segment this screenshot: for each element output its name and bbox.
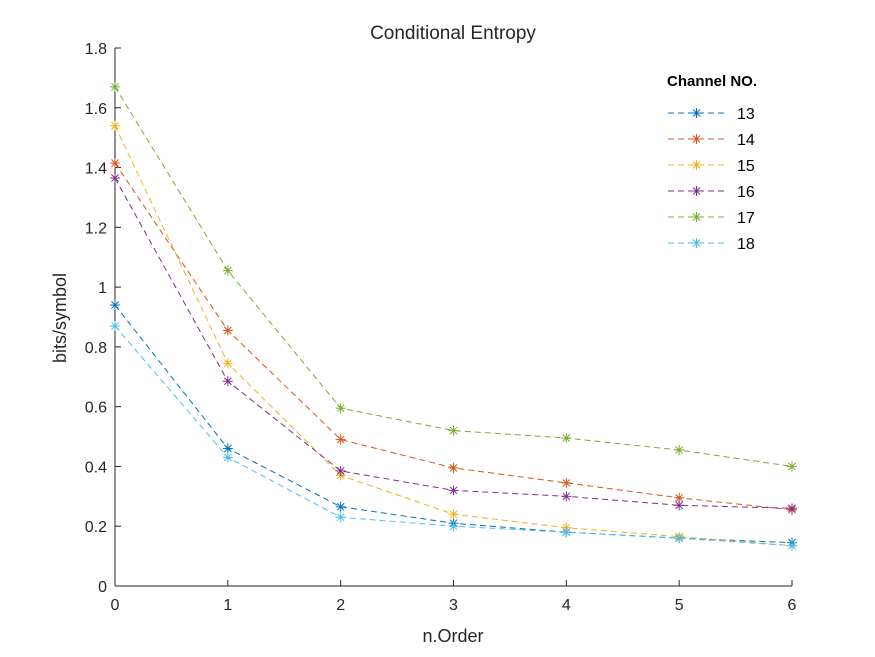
data-point: [448, 462, 459, 473]
series-line-17: [114, 86, 793, 467]
legend: Channel NO. 13 14 15 16 17 18: [667, 73, 757, 253]
data-point: [674, 492, 685, 503]
data-point: [110, 81, 120, 92]
legend-entry-18: 18: [668, 236, 755, 253]
data-point: [110, 173, 120, 184]
y-tick-label: 0.4: [85, 459, 107, 476]
data-point: [335, 403, 346, 414]
data-point: [787, 503, 797, 514]
data-point: [448, 509, 459, 520]
data-point: [222, 325, 233, 336]
data-point: [448, 521, 459, 532]
x-axis-ticks: 0 1 2 3 4 5 6: [111, 580, 797, 614]
series-line-14: [114, 162, 793, 511]
axes: [114, 48, 792, 587]
data-point: [222, 265, 233, 276]
legend-entry-16: 16: [668, 184, 755, 201]
legend-marker: [691, 238, 702, 248]
legend-entry-14: 14: [668, 132, 755, 149]
x-tick-label: 5: [675, 597, 684, 614]
legend-entry-13: 13: [668, 106, 755, 123]
data-point: [561, 491, 572, 502]
data-point: [787, 540, 797, 551]
y-tick-label: 0: [98, 579, 107, 596]
x-tick-label: 4: [562, 597, 571, 614]
legend-marker: [691, 160, 702, 170]
legend-label: 16: [737, 184, 755, 201]
data-point: [335, 501, 346, 512]
legend-title: Channel NO.: [667, 73, 757, 90]
legend-label: 14: [737, 132, 755, 149]
data-point: [110, 120, 120, 131]
chart-title: Conditional Entropy: [370, 23, 536, 44]
y-tick-label: 0.2: [85, 519, 107, 536]
y-tick-label: 0.6: [85, 400, 107, 417]
y-axis-label: bits/symbol: [50, 273, 70, 363]
x-tick-label: 2: [336, 597, 345, 614]
y-axis-ticks: 0 0.2 0.4 0.6 0.8 1 1.2 1.4 1.6 1.8: [85, 41, 121, 596]
data-point: [335, 465, 346, 476]
data-point: [674, 533, 685, 544]
data-point: [561, 527, 572, 538]
data-point: [787, 461, 797, 472]
y-tick-label: 1: [98, 280, 107, 297]
series-line-16: [114, 177, 793, 509]
legend-label: 18: [737, 236, 755, 253]
data-point: [448, 485, 459, 496]
data-point: [561, 477, 572, 488]
legend-marker: [691, 134, 702, 144]
y-tick-label: 1.2: [85, 220, 107, 237]
data-point: [674, 445, 685, 456]
data-point: [222, 358, 233, 369]
x-tick-label: 3: [449, 597, 458, 614]
x-tick-label: 1: [223, 597, 232, 614]
legend-marker: [691, 108, 702, 118]
data-point: [110, 300, 120, 311]
series-14: [110, 158, 797, 515]
data-point: [222, 443, 233, 454]
legend-label: 15: [737, 158, 755, 175]
y-tick-label: 1.6: [85, 101, 107, 118]
legend-label: 17: [737, 210, 755, 227]
data-point: [448, 425, 459, 436]
series-18: [110, 320, 797, 551]
y-tick-label: 1.4: [85, 161, 107, 178]
data-point: [674, 500, 685, 511]
series-line-15: [114, 125, 793, 547]
x-tick-label: 6: [788, 597, 797, 614]
legend-marker: [691, 186, 702, 196]
data-point: [335, 434, 346, 445]
data-point: [222, 452, 233, 463]
legend-label: 13: [737, 106, 755, 123]
series-17: [110, 81, 797, 472]
data-point: [110, 158, 120, 169]
legend-entry-17: 17: [668, 210, 755, 227]
x-axis-label: n.Order: [422, 626, 483, 646]
x-tick-label: 0: [111, 597, 120, 614]
data-point: [222, 376, 233, 387]
series-line-13: [114, 304, 793, 544]
legend-entry-15: 15: [668, 158, 755, 175]
data-point: [110, 320, 120, 331]
y-tick-label: 0.8: [85, 340, 107, 357]
series-group: [110, 81, 797, 551]
series-16: [110, 173, 797, 514]
y-tick-label: 1.8: [85, 41, 107, 58]
data-point: [561, 433, 572, 444]
data-point: [335, 512, 346, 523]
legend-items: 13 14 15 16 17 18: [668, 106, 755, 253]
legend-marker: [691, 212, 702, 222]
